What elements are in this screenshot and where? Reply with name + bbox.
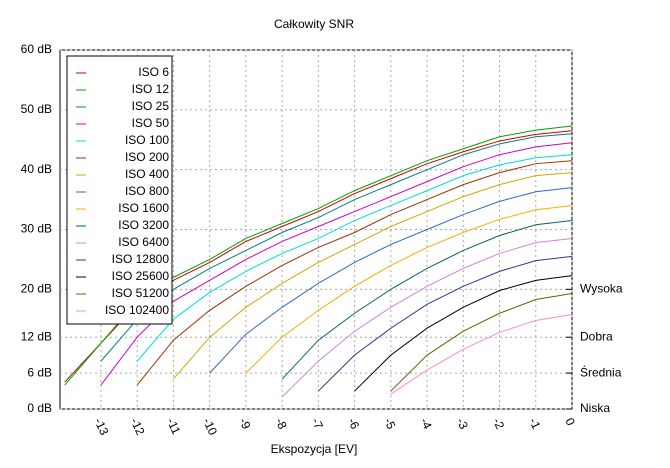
legend-label: ISO 6 xyxy=(138,65,169,79)
legend-label: ISO 1600 xyxy=(118,201,169,215)
legend-label: ISO 3200 xyxy=(118,218,169,232)
series-line xyxy=(100,133,572,362)
legend-label: ISO 800 xyxy=(125,184,169,198)
series-line xyxy=(354,275,572,392)
x-tick-label: -11 xyxy=(164,416,184,437)
x-tick-label: -9 xyxy=(236,416,253,432)
x-tick-label: -12 xyxy=(128,416,148,438)
y-tick-label: 12 dB xyxy=(21,329,52,343)
y2-tick-label: Wysoka xyxy=(580,282,623,296)
y-tick-label: 20 dB xyxy=(21,282,52,296)
legend-box xyxy=(66,55,173,325)
y-tick-label: 30 dB xyxy=(21,222,52,236)
series-line xyxy=(100,142,572,386)
legend-label: ISO 6400 xyxy=(118,235,169,249)
legend-label: ISO 50 xyxy=(132,116,170,130)
series-line xyxy=(136,154,572,362)
series-line xyxy=(136,160,572,386)
series-line xyxy=(245,205,572,374)
legend-label: ISO 100 xyxy=(125,133,169,147)
y-tick-label: 6 dB xyxy=(27,365,52,379)
x-tick-label: -4 xyxy=(417,416,434,432)
series-line xyxy=(281,220,572,380)
legend-label: ISO 200 xyxy=(125,150,169,164)
series-line xyxy=(390,313,572,395)
series-line xyxy=(173,172,572,380)
x-tick-label: -5 xyxy=(381,416,398,432)
y-tick-label: 0 dB xyxy=(27,401,52,415)
x-tick-label: -7 xyxy=(309,416,326,432)
legend-label: ISO 12800 xyxy=(112,252,170,266)
legend-label: ISO 25600 xyxy=(112,269,170,283)
x-tick-label: -3 xyxy=(454,416,471,432)
y2-tick-label: Średnia xyxy=(580,364,622,379)
y-tick-label: 60 dB xyxy=(21,42,52,56)
legend-label: ISO 51200 xyxy=(112,286,170,300)
legend-label: ISO 25 xyxy=(132,99,170,113)
y2-tick-label: Niska xyxy=(580,401,610,415)
x-tick-label: -8 xyxy=(273,416,290,432)
series-line xyxy=(318,255,572,392)
legend-label: ISO 102400 xyxy=(105,303,169,317)
series-line xyxy=(390,293,572,392)
y2-tick-label: Dobra xyxy=(580,329,613,343)
x-axis-label: Ekspozycja [EV] xyxy=(271,442,358,456)
legend: ISO 6 ISO 12 ISO 25 ISO 50 ISO 100 ISO 200 ISO… xyxy=(66,55,173,325)
legend-label: ISO 400 xyxy=(125,167,169,181)
x-tick-label: -13 xyxy=(91,416,111,438)
legend-label: ISO 12 xyxy=(132,82,170,96)
y-tick-label: 50 dB xyxy=(21,102,52,116)
series-line xyxy=(281,237,572,398)
chart-title: Całkowity SNR xyxy=(274,17,354,31)
y-tick-label: 40 dB xyxy=(21,162,52,176)
x-tick-label: 0 xyxy=(562,416,578,428)
x-tick-label: -2 xyxy=(490,416,507,432)
x-tick-label: -1 xyxy=(526,416,543,432)
x-tick-label: -10 xyxy=(200,416,220,438)
x-tick-label: -6 xyxy=(345,416,362,432)
series-line xyxy=(209,187,572,374)
